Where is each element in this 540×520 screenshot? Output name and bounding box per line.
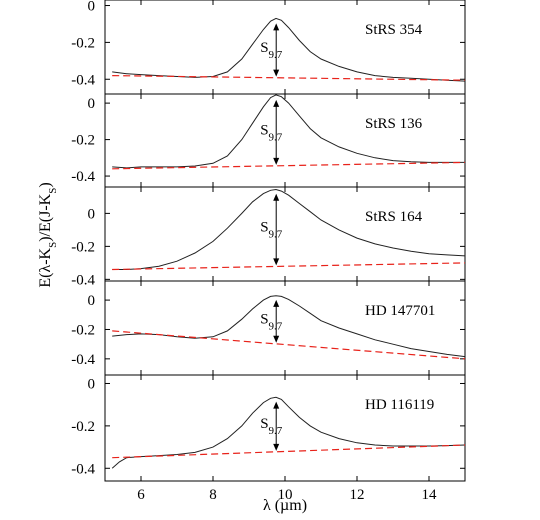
continuum-line — [112, 161, 466, 170]
y-tick-label: -0.2 — [71, 239, 95, 255]
depth-arrow-head-down — [273, 69, 280, 77]
panels: 0 -0.2 -0.4 S9.7 StRS 354 0 -0.2 -0.4 S9.7 StRS 1… — [71, 0, 466, 503]
y-tick-label: 0 — [88, 96, 96, 112]
depth-arrow-head-down — [273, 335, 280, 343]
y-axis-label-sub-1: S — [47, 242, 59, 248]
depth-arrow-head-down — [273, 443, 280, 451]
depth-annotation: S9.7 — [260, 311, 283, 332]
x-tick-label: 14 — [422, 487, 438, 503]
depth-annotation: S9.7 — [260, 122, 283, 143]
depth-arrow-head-up — [273, 193, 280, 201]
panel-label: HD 116119 — [365, 397, 434, 413]
depth-arrow-head-up — [273, 23, 280, 31]
depth-arrow-head-down — [273, 157, 280, 165]
y-axis-label-part-2: )/E(J-K — [37, 193, 54, 241]
observed-line — [111, 396, 466, 469]
observed-line — [112, 188, 466, 270]
y-tick-label: -0.4 — [71, 272, 95, 288]
y-tick-label: -0.2 — [71, 35, 95, 51]
y-tick-label: 0 — [88, 0, 96, 15]
x-tick-label: 8 — [209, 487, 217, 503]
depth-arrow-head-up — [273, 299, 280, 307]
y-tick-label: -0.2 — [71, 133, 95, 149]
y-axis-label-part-3: ) — [37, 182, 54, 187]
y-tick-label: 0 — [88, 206, 96, 222]
y-tick-label: -0.4 — [71, 461, 95, 477]
panel-frame — [104, 280, 466, 376]
y-tick-label: -0.2 — [71, 419, 95, 435]
y-tick-label: -0.4 — [71, 169, 95, 185]
depth-arrow-head-up — [273, 99, 280, 107]
depth-annotation: S9.7 — [260, 416, 283, 437]
y-axis-label: E(λ-KS)/E(J-KS) — [37, 182, 59, 287]
observed-line — [112, 295, 466, 358]
observed-line — [112, 94, 465, 169]
depth-arrow-head-down — [273, 258, 280, 266]
continuum-line — [112, 330, 466, 360]
panel-frame — [104, 186, 466, 282]
x-tick-label: 6 — [137, 487, 145, 503]
depth-annotation: S9.7 — [260, 40, 283, 61]
panel-2: 0 -0.2 -0.4 S9.7 StRS 136 — [71, 93, 466, 188]
x-axis-label: λ (µm) — [263, 497, 307, 514]
y-tick-label: -0.4 — [71, 72, 95, 88]
panel-label: StRS 354 — [365, 22, 423, 38]
panel-4: 0 -0.2 -0.4 S9.7 HD 147701 — [71, 280, 466, 376]
y-tick-label: -0.2 — [71, 322, 95, 338]
y-tick-label: -0.4 — [71, 352, 95, 368]
panel-frame — [104, 93, 466, 188]
panel-label: StRS 136 — [365, 116, 423, 132]
y-axis-label-part-1: E(λ-K — [37, 247, 54, 287]
x-tick-label: 12 — [350, 487, 365, 503]
panel-1: 0 -0.2 -0.4 S9.7 StRS 354 — [71, 0, 466, 95]
y-axis-label-sub-2: S — [47, 188, 59, 194]
panel-3: 0 -0.2 -0.4 S9.7 StRS 164 — [71, 186, 466, 288]
y-tick-label: 0 — [88, 376, 96, 392]
continuum-line — [112, 444, 466, 459]
panel-frame — [104, 374, 466, 482]
continuum-line — [112, 262, 466, 271]
panel-label: HD 147701 — [365, 303, 435, 319]
panel-5: 0 -0.2 -0.4 6 8 10 12 14 S9.7 HD 116119 — [71, 374, 466, 503]
continuum-line — [112, 75, 466, 81]
y-tick-label: 0 — [88, 293, 96, 309]
depth-annotation: S9.7 — [260, 220, 283, 241]
depth-arrow-head-up — [273, 401, 280, 409]
panel-label: StRS 164 — [365, 209, 423, 225]
x-tick-label: 10 — [278, 487, 293, 503]
